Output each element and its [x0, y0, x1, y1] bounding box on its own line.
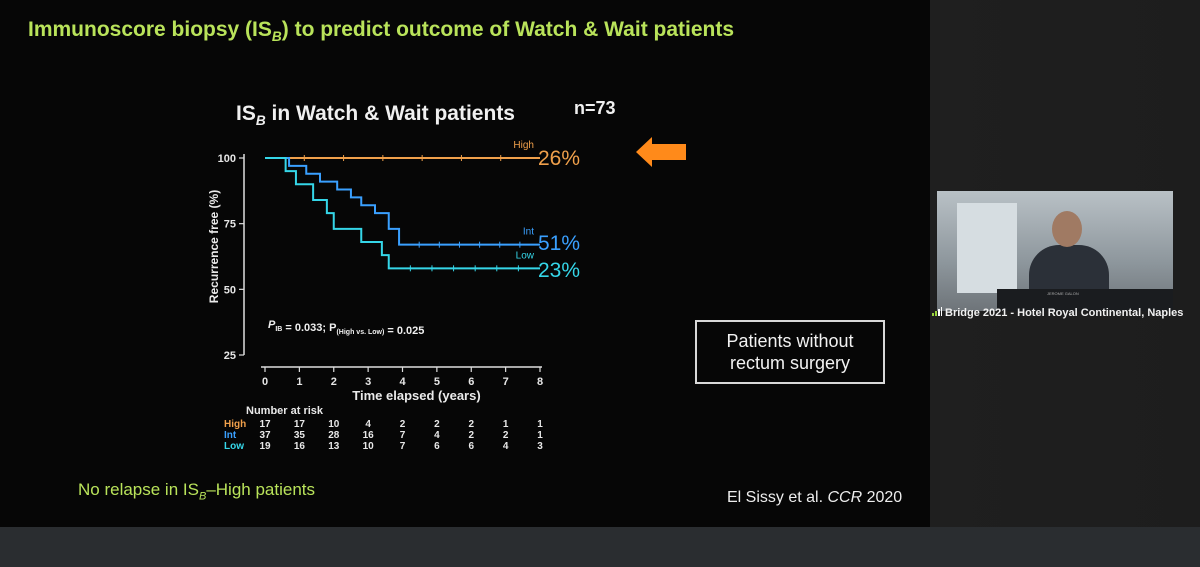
- end-percentage-label: 23%: [538, 259, 580, 282]
- risk-cell: 16: [293, 441, 305, 452]
- y-tick-label: 100: [218, 153, 236, 165]
- x-tick-label: 0: [262, 376, 268, 388]
- risk-row-label: Low: [224, 441, 244, 452]
- risk-cell: 2: [468, 430, 475, 441]
- series-name-label: Int: [523, 227, 534, 238]
- risk-cell: 19: [259, 441, 271, 452]
- end-percentage-label: 51%: [538, 232, 580, 255]
- risk-row-label: Int: [224, 430, 237, 441]
- risk-cell: 10: [362, 441, 374, 452]
- backdrop-panel: [957, 203, 1017, 293]
- y-tick-label: 50: [224, 284, 236, 296]
- risk-cell: 3: [537, 441, 543, 452]
- x-tick-label: 4: [399, 376, 406, 388]
- p-value-text: PIB = 0.033; P(High vs. Low) = 0.025: [268, 319, 424, 337]
- y-tick-label: 25: [224, 350, 236, 362]
- box-line-2: rectum surgery: [729, 353, 851, 373]
- risk-cell: 16: [362, 430, 374, 441]
- y-tick-label: 75: [224, 219, 236, 231]
- risk-cell: 4: [365, 419, 371, 430]
- arrow-icon: [636, 137, 688, 172]
- risk-cell: 6: [434, 441, 440, 452]
- x-tick-label: 3: [365, 376, 371, 388]
- speaker-video-thumbnail[interactable]: JEROME GALON: [937, 191, 1173, 311]
- risk-cell: 2: [399, 419, 406, 430]
- risk-cell: 4: [434, 430, 440, 441]
- series-line-int: [265, 157, 540, 246]
- x-tick-label: 5: [434, 376, 440, 388]
- nameplate: JEROME GALON: [1047, 291, 1079, 296]
- risk-cell: 1: [537, 419, 543, 430]
- x-tick-label: 8: [537, 376, 543, 388]
- risk-cell: 17: [259, 419, 271, 430]
- speaker-head: [1052, 211, 1082, 247]
- risk-cell: 1: [502, 419, 509, 430]
- x-tick-label: 2: [331, 376, 337, 388]
- box-line-1: Patients without: [726, 331, 854, 351]
- risk-cell: 13: [328, 441, 340, 452]
- series-name-label: High: [513, 140, 534, 151]
- series-line-low: [265, 157, 540, 270]
- risk-cell: 10: [328, 419, 340, 430]
- slide-footnote: No relapse in ISB–High patients: [78, 480, 316, 503]
- end-percentage-label: 26%: [538, 147, 580, 170]
- x-tick-label: 6: [468, 376, 474, 388]
- risk-cell: 17: [293, 419, 305, 430]
- patients-note-box: Patients without rectum surgery: [695, 320, 885, 384]
- risk-cell: 2: [468, 419, 475, 430]
- x-tick-label: 7: [503, 376, 509, 388]
- risk-cell: 37: [259, 430, 271, 441]
- desk: [997, 289, 1173, 311]
- citation: El Sissy et al. CCR 2020: [727, 489, 903, 506]
- kaplan-meier-chart: 100 75 50 25 0 1 2 3 4 5 6 7 8 Time elapsed (years) Re…: [207, 140, 580, 403]
- risk-cell: 1: [537, 430, 543, 441]
- chart-title: ISB in Watch & Wait patients: [236, 102, 515, 129]
- risk-cell: 2: [434, 419, 440, 430]
- bottom-bezel: [0, 527, 1200, 567]
- video-caption: Bridge 2021 - Hotel Royal Continental, N…: [932, 307, 1183, 319]
- risk-cell: 6: [468, 441, 475, 452]
- series-name-label: Low: [516, 250, 535, 261]
- x-axis-label: Time elapsed (years): [352, 388, 480, 403]
- risk-cell: 7: [399, 441, 406, 452]
- presentation-slide: Immunoscore biopsy (ISB) to predict outc…: [0, 0, 930, 527]
- slide-title: Immunoscore biopsy (ISB) to predict outc…: [28, 18, 735, 45]
- risk-cell: 2: [502, 430, 509, 441]
- risk-cell: 35: [293, 430, 305, 441]
- risk-cell: 7: [399, 430, 406, 441]
- risk-cell: 4: [502, 441, 509, 452]
- sample-size-label: n=73: [574, 98, 616, 118]
- risk-cell: 28: [328, 430, 340, 441]
- risk-row-label: High: [224, 419, 247, 430]
- x-tick-label: 1: [296, 376, 302, 388]
- risk-table-header: Number at risk: [246, 405, 324, 417]
- y-axis-label: Recurrence free (%): [207, 190, 221, 303]
- signal-bars-icon: [932, 307, 942, 319]
